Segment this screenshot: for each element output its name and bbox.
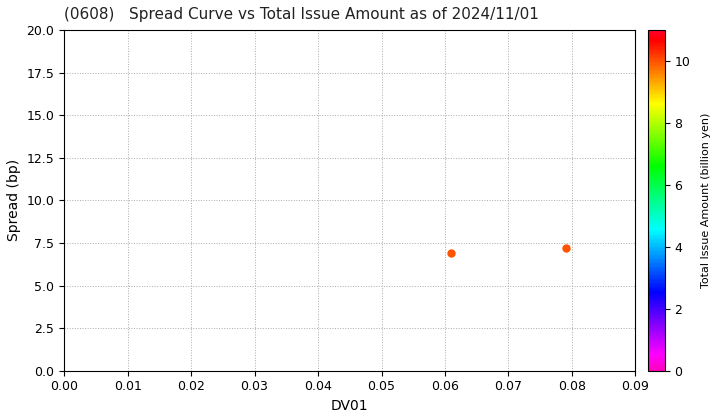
Point <box>446 250 457 257</box>
Point <box>560 245 572 252</box>
Text: (0608)   Spread Curve vs Total Issue Amount as of 2024/11/01: (0608) Spread Curve vs Total Issue Amoun… <box>64 7 539 22</box>
Y-axis label: Spread (bp): Spread (bp) <box>7 159 21 242</box>
Y-axis label: Total Issue Amount (billion yen): Total Issue Amount (billion yen) <box>701 113 711 288</box>
X-axis label: DV01: DV01 <box>331 399 369 413</box>
